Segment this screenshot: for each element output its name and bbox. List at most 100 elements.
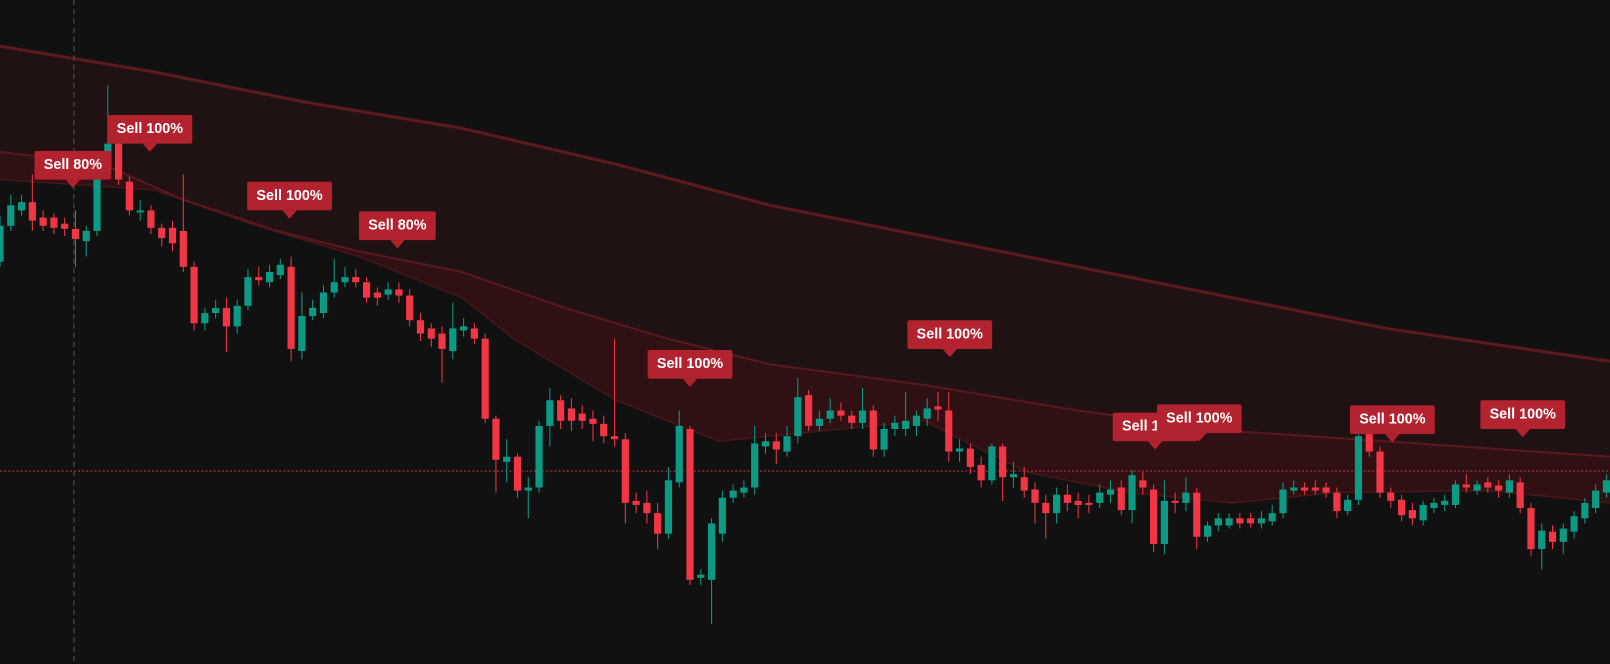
candle-body	[826, 410, 834, 419]
signal-label: Sell 100%	[907, 320, 993, 358]
candle-body	[362, 282, 371, 298]
candle-body	[772, 441, 780, 450]
signal-label: Sell 100%	[647, 349, 733, 387]
candle-body	[309, 307, 317, 317]
candle-body	[1451, 484, 1460, 505]
candle-body	[1214, 518, 1222, 526]
signal-label-pointer	[282, 210, 297, 219]
candle-body	[761, 441, 770, 447]
candle-body	[945, 410, 953, 452]
band-fill	[0, 46, 1610, 503]
candle-body	[567, 408, 576, 421]
signal-label-box	[358, 211, 436, 241]
candle-body	[1128, 475, 1136, 511]
candle-body	[1117, 487, 1125, 511]
candle-body	[406, 295, 414, 321]
signal-label-pointer	[65, 179, 81, 188]
candle-body	[751, 443, 759, 488]
candle-body	[276, 264, 284, 276]
candle-body	[1548, 531, 1557, 542]
candle-body	[460, 326, 468, 331]
signal-label-text: Sell 100%	[917, 326, 984, 342]
signal-label-text: Sell 100%	[117, 121, 184, 137]
candle-body	[255, 277, 263, 281]
candles	[0, 85, 1610, 624]
candle-body	[1171, 500, 1179, 503]
candle-body	[869, 410, 877, 450]
candle-body	[1247, 518, 1255, 524]
candle-body	[729, 490, 737, 498]
candle-body	[481, 338, 489, 419]
candle-body	[578, 413, 586, 421]
signal-label-pointer	[1515, 428, 1530, 438]
signal-label-box	[1480, 400, 1566, 429]
candle-body	[71, 228, 80, 240]
candle-body	[783, 436, 791, 452]
candle-body	[384, 289, 392, 295]
candle-body	[707, 523, 716, 580]
candle-body	[233, 305, 241, 327]
candle-body	[1139, 480, 1147, 488]
candle-body	[50, 217, 58, 228]
candle-body	[955, 448, 964, 452]
candle-body	[632, 500, 640, 505]
signal-label-pointer	[142, 143, 158, 152]
candle-body	[513, 456, 522, 491]
candle-body	[1300, 487, 1309, 491]
signal-label-text: Sell 100%	[1166, 411, 1233, 427]
candle-body	[1495, 485, 1503, 491]
candle-body	[546, 400, 554, 426]
candle-body	[1581, 502, 1589, 519]
candle-body	[158, 227, 166, 239]
candle-body	[891, 422, 899, 429]
candle-body	[1182, 492, 1190, 503]
signal-labels: Sell 80% Sell 100% Sell 100% Sell 80% Sell 1…	[34, 114, 1566, 450]
candle-body	[1365, 431, 1373, 452]
candle-body	[675, 425, 683, 483]
candle-body	[643, 502, 651, 514]
candle-body	[265, 271, 274, 283]
candle-body	[977, 464, 985, 481]
candle-body	[902, 420, 910, 429]
signal-label-text: Sell 80%	[368, 218, 427, 234]
candle-body	[697, 574, 705, 578]
candle-body	[1602, 480, 1610, 493]
candle-body	[610, 436, 619, 440]
candle-body	[1333, 492, 1341, 512]
candle-body	[7, 205, 15, 226]
candle-body	[815, 418, 823, 426]
signal-label-text: Sell 80%	[44, 157, 103, 173]
candle-body	[848, 415, 856, 423]
candle-body	[1074, 500, 1082, 505]
candle-body	[168, 227, 177, 244]
candle-body	[1042, 502, 1050, 514]
candle-body	[1225, 518, 1233, 526]
candle-body	[449, 328, 457, 351]
candle-body	[1473, 484, 1481, 491]
candle-body	[416, 320, 425, 334]
signal-label: Sell 80%	[358, 211, 436, 249]
candle-body	[287, 266, 295, 349]
candle-body	[1193, 492, 1201, 537]
candle-body	[373, 292, 381, 298]
candle-body	[1538, 530, 1546, 550]
candle-body	[740, 487, 748, 493]
signal-label-text: Sell 100%	[256, 188, 323, 204]
signal-label: Sell 80%	[34, 150, 112, 188]
candle-body	[298, 316, 306, 351]
signal-label: Sell 100%	[1156, 404, 1242, 442]
signal-label: Sell 100%	[247, 181, 332, 219]
candle-body	[212, 307, 220, 314]
candle-body	[503, 456, 511, 462]
candle-body	[427, 328, 435, 339]
signal-label-box	[34, 150, 112, 180]
candle-body	[179, 230, 187, 267]
candle-body	[837, 410, 845, 416]
candle-body	[805, 395, 813, 426]
candle-body	[438, 333, 446, 349]
candle-body	[686, 428, 694, 580]
candle-body	[858, 410, 867, 423]
candle-body	[17, 202, 26, 211]
